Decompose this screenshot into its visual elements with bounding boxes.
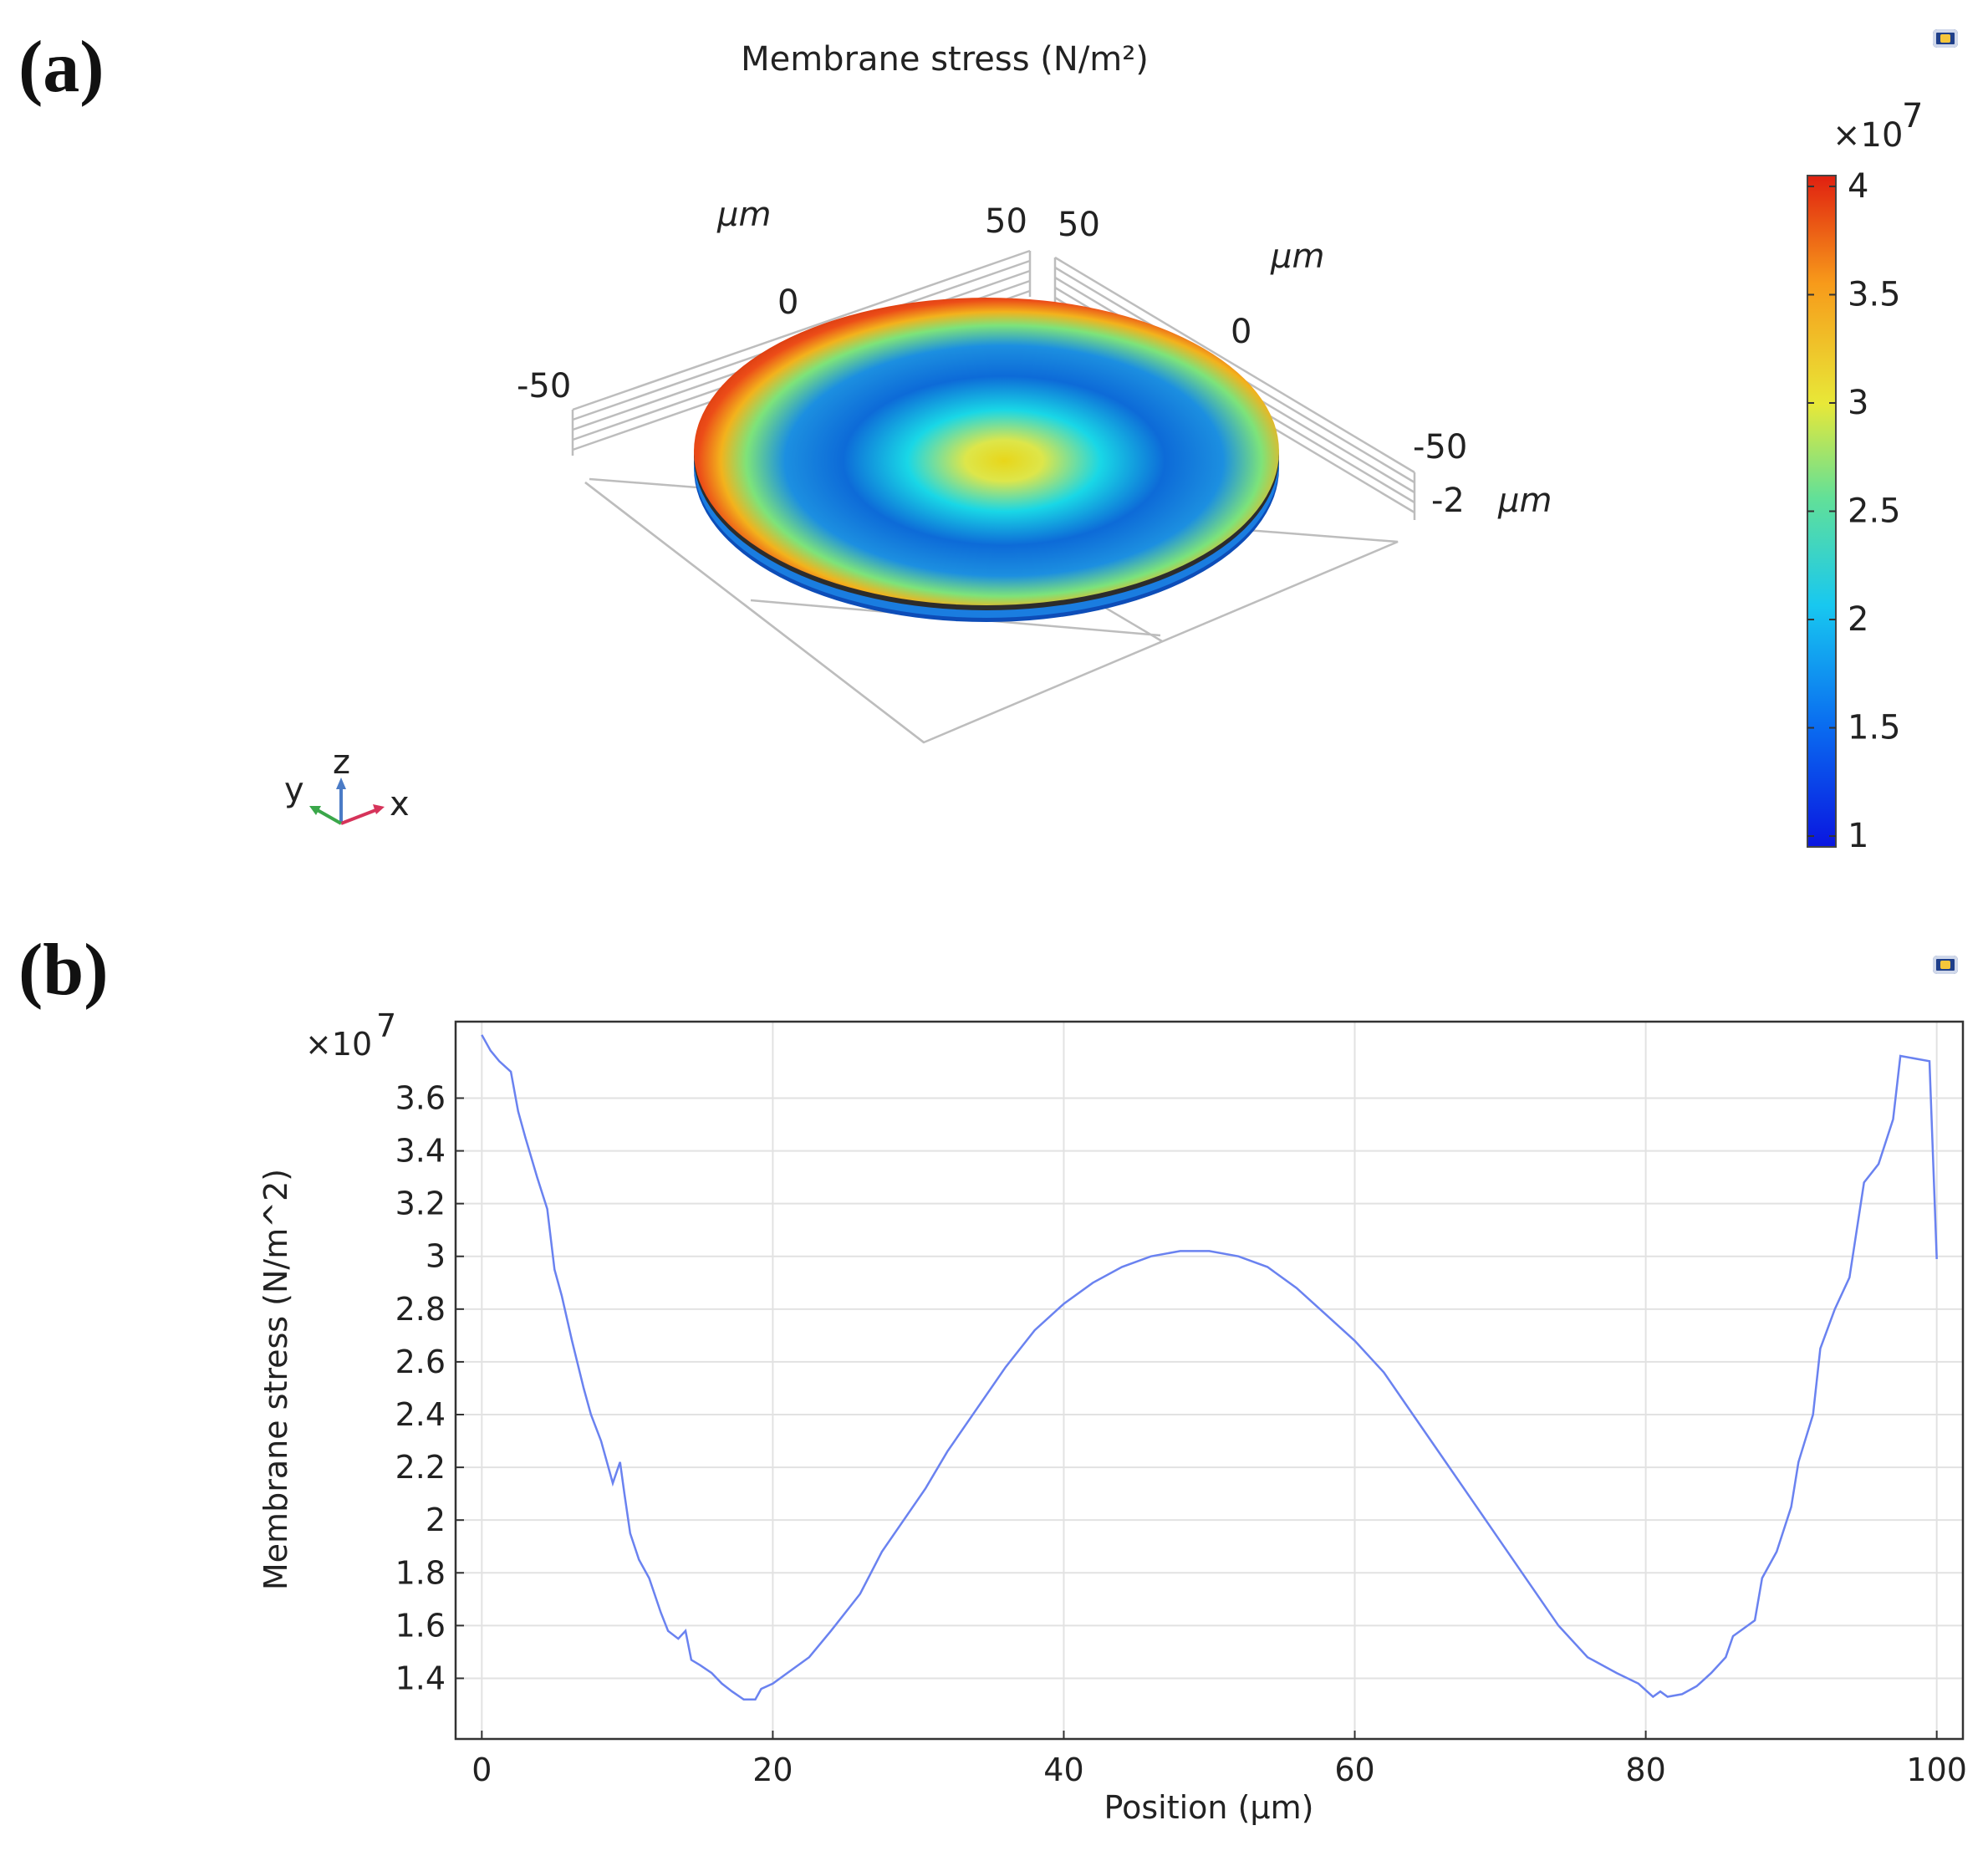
panel-a-figure: -50 0 50 μm 50 0 -50 μm -2 μm z y x ×10 …	[284, 97, 1923, 855]
colorbar: ×10 7 4 3.5 3 2.5 2 1.5 1	[1807, 97, 1923, 855]
triad-z-label: z	[333, 743, 350, 782]
y-tick-label: -50	[1413, 428, 1467, 467]
y-tick-label: 2.6	[395, 1344, 446, 1380]
y-axis-label: Membrane stress (N/m^2)	[257, 1169, 294, 1590]
triad-x-label: x	[390, 785, 410, 824]
axis-triad-icon: z y x	[284, 743, 410, 825]
panel-a-label: (a)	[18, 27, 104, 108]
y-tick-label: 2.2	[395, 1449, 446, 1486]
series-line-membrane-stress	[481, 1034, 1938, 1701]
x-axis-unit: μm	[716, 196, 771, 234]
colorbar-tick-label: 1	[1848, 817, 1868, 855]
panel-b-label: (b)	[18, 930, 109, 1011]
x-tick-label: 20	[752, 1752, 793, 1788]
x-tick-label: 100	[1906, 1752, 1967, 1788]
y-tick-label: 2.8	[395, 1291, 446, 1328]
app-logo-icon	[1933, 956, 1958, 974]
y-tick-label: 3.4	[395, 1133, 446, 1170]
colorbar-tick-label: 4	[1848, 167, 1868, 206]
y-axis-unit: μm	[1270, 237, 1324, 276]
x-tick-label: 0	[777, 283, 798, 322]
colorbar-multiplier: ×10	[1833, 116, 1903, 155]
z-axis-unit: μm	[1497, 482, 1552, 520]
y-tick-label: 1.6	[395, 1607, 446, 1644]
x-tick-label: 0	[472, 1752, 492, 1788]
x-tick-label: 50	[985, 202, 1027, 241]
colorbar-tick-label: 1.5	[1848, 709, 1901, 747]
y-multiplier-exponent: 7	[376, 1007, 396, 1044]
x-tick-label: 80	[1625, 1752, 1665, 1788]
app-logo-icon	[1933, 29, 1958, 48]
plot-frame	[454, 1020, 1965, 1741]
chart-grid	[456, 1022, 1963, 1739]
y-tick-label: 3	[426, 1238, 446, 1275]
triad-y-label: y	[284, 771, 304, 809]
y-tick-label: 0	[1231, 313, 1251, 351]
3d-axis-labels: -50 0 50 μm 50 0 -50 μm -2 μm	[517, 196, 1552, 520]
y-tick-label: 50	[1058, 206, 1100, 244]
panel-a-title: Membrane stress (N/m²)	[741, 40, 1149, 79]
x-tick-label: 40	[1043, 1752, 1083, 1788]
x-tick-label: -50	[517, 367, 571, 405]
colorbar-tick-label: 2	[1848, 600, 1868, 639]
y-tick-label: 2	[426, 1502, 446, 1538]
colorbar-tick-label: 3.5	[1848, 275, 1901, 314]
y-tick-label: 1.8	[395, 1554, 446, 1591]
colorbar-exponent: 7	[1902, 97, 1923, 135]
x-tick-label: 60	[1334, 1752, 1374, 1788]
colorbar-tick-label: 3	[1848, 384, 1868, 422]
colorbar-tick-label: 2.5	[1848, 492, 1901, 531]
y-multiplier: ×10	[305, 1026, 372, 1063]
z-tick-label: -2	[1431, 482, 1465, 520]
x-axis-label: Position (μm)	[1104, 1789, 1314, 1826]
y-tick-label: 2.4	[395, 1396, 446, 1433]
y-tick-label: 3.6	[395, 1079, 446, 1116]
y-tick-label: 1.4	[395, 1660, 446, 1696]
y-tick-label: 3.2	[395, 1186, 446, 1222]
stress-disk	[694, 298, 1279, 622]
